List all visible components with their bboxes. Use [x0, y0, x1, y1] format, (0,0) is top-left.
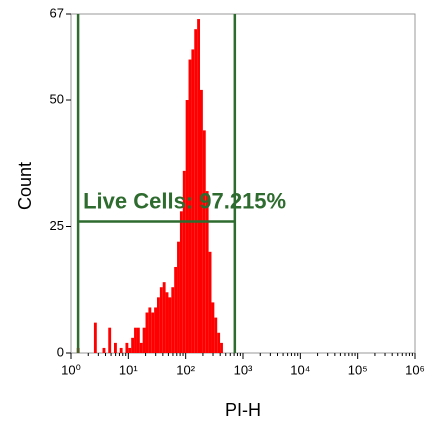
- histogram-bar: [182, 170, 186, 353]
- histogram-bar: [159, 287, 163, 353]
- histogram-bar: [217, 332, 221, 353]
- histogram-bar: [202, 130, 206, 353]
- histogram-bar: [102, 347, 106, 353]
- histogram-bar: [162, 282, 166, 353]
- histogram-bar: [119, 347, 123, 353]
- histogram-bar: [177, 241, 180, 353]
- y-tick-label: 67: [50, 5, 64, 20]
- histogram-bar: [174, 266, 178, 353]
- histogram-bar: [197, 19, 200, 354]
- histogram-bar: [134, 327, 137, 353]
- histogram-bar: [93, 322, 97, 353]
- y-tick-label: 25: [50, 218, 64, 233]
- histogram-bar: [148, 307, 152, 353]
- histogram-bar: [220, 342, 223, 353]
- histogram-bar: [139, 342, 143, 353]
- y-tick-label: 0: [57, 344, 64, 359]
- histogram-bar: [191, 49, 195, 354]
- histogram-bar: [185, 100, 189, 353]
- x-tick-label: 10²: [176, 362, 195, 377]
- histogram-bar: [165, 292, 169, 353]
- histogram-bar: [125, 342, 129, 353]
- y-tick-label: 50: [50, 91, 64, 106]
- histogram-bar: [128, 347, 132, 353]
- x-tick-label: 10⁴: [290, 362, 310, 377]
- x-tick-label: 10⁵: [348, 362, 368, 377]
- x-axis-title: PI-H: [225, 400, 261, 420]
- histogram-bar: [214, 317, 218, 353]
- x-tick-label: 10⁰: [61, 362, 81, 377]
- histogram-bar: [188, 59, 192, 353]
- gate-label: Live Cells: 97.215%: [83, 188, 286, 213]
- x-tick-label: 10¹: [119, 362, 138, 377]
- histogram-bar: [142, 327, 146, 353]
- histogram-bar: [205, 191, 209, 353]
- histogram-bar: [136, 327, 140, 353]
- x-tick-label: 10⁶: [405, 362, 425, 377]
- histogram-bar: [151, 312, 155, 353]
- histogram-bar: [154, 307, 157, 353]
- histogram-bar: [208, 251, 212, 353]
- x-tick-label: 10³: [234, 362, 253, 377]
- histogram-bar: [131, 337, 135, 353]
- plot-frame: [70, 13, 416, 354]
- histogram-bar: [113, 342, 117, 353]
- histogram-bar: [156, 297, 160, 353]
- histogram-bar: [145, 312, 149, 353]
- histogram-bar: [171, 287, 175, 353]
- histogram-bar: [108, 327, 112, 353]
- histogram-bar: [168, 297, 172, 353]
- histogram-bar: [211, 302, 215, 353]
- histogram-bar: [179, 211, 183, 353]
- histogram-bar: [194, 29, 198, 353]
- y-axis-title: Count: [15, 162, 35, 210]
